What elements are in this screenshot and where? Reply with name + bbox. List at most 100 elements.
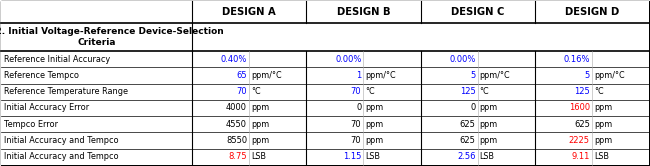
Text: 1.15: 1.15 bbox=[343, 152, 361, 161]
Text: ppm: ppm bbox=[594, 120, 612, 129]
Text: 70: 70 bbox=[351, 136, 361, 145]
Text: ppm: ppm bbox=[594, 136, 612, 145]
Text: ppm: ppm bbox=[365, 136, 383, 145]
Bar bbox=[535, 116, 592, 132]
Bar bbox=[535, 83, 592, 100]
Bar bbox=[1, 116, 192, 132]
Text: LSB: LSB bbox=[251, 152, 266, 161]
Text: Initial Accuracy and Tempco: Initial Accuracy and Tempco bbox=[4, 152, 118, 161]
Bar bbox=[478, 100, 535, 116]
Text: 70: 70 bbox=[237, 87, 247, 96]
Text: 9.11: 9.11 bbox=[571, 152, 590, 161]
Text: 5: 5 bbox=[471, 71, 476, 80]
Bar bbox=[1, 67, 192, 83]
Text: DESIGN D: DESIGN D bbox=[565, 7, 619, 17]
Text: 0.16%: 0.16% bbox=[564, 55, 590, 64]
Bar bbox=[192, 149, 249, 165]
Text: 125: 125 bbox=[574, 87, 590, 96]
Text: °C: °C bbox=[365, 87, 375, 96]
Bar bbox=[306, 149, 363, 165]
Bar bbox=[1, 51, 192, 67]
Text: 0.40%: 0.40% bbox=[221, 55, 247, 64]
Bar bbox=[592, 116, 649, 132]
Text: 125: 125 bbox=[460, 87, 476, 96]
Text: 4000: 4000 bbox=[226, 103, 247, 113]
Bar bbox=[421, 83, 478, 100]
Bar bbox=[478, 132, 535, 149]
Bar bbox=[363, 132, 421, 149]
Bar bbox=[306, 83, 363, 100]
Text: °C: °C bbox=[594, 87, 603, 96]
Bar bbox=[592, 51, 649, 67]
Bar bbox=[535, 132, 592, 149]
Bar bbox=[363, 116, 421, 132]
Bar bbox=[421, 1, 535, 23]
Text: 0.00%: 0.00% bbox=[449, 55, 476, 64]
Text: ppm: ppm bbox=[365, 120, 383, 129]
Bar bbox=[249, 51, 306, 67]
Text: 8.75: 8.75 bbox=[229, 152, 247, 161]
Bar bbox=[421, 23, 535, 51]
Text: ppm/°C: ppm/°C bbox=[594, 71, 625, 80]
Bar bbox=[192, 51, 249, 67]
Bar bbox=[306, 23, 421, 51]
Text: ppm: ppm bbox=[365, 103, 383, 113]
Text: 1600: 1600 bbox=[569, 103, 590, 113]
Bar bbox=[421, 149, 478, 165]
Text: LSB: LSB bbox=[594, 152, 609, 161]
Bar bbox=[249, 83, 306, 100]
Bar bbox=[1, 23, 192, 51]
Bar bbox=[421, 132, 478, 149]
Bar bbox=[478, 51, 535, 67]
Bar bbox=[192, 116, 249, 132]
Bar bbox=[363, 83, 421, 100]
Bar bbox=[421, 51, 478, 67]
Text: ppm: ppm bbox=[480, 136, 498, 145]
Bar bbox=[592, 100, 649, 116]
Bar bbox=[1, 83, 192, 100]
Bar bbox=[306, 1, 421, 23]
Text: LSB: LSB bbox=[480, 152, 495, 161]
Bar bbox=[478, 149, 535, 165]
Text: DESIGN B: DESIGN B bbox=[337, 7, 390, 17]
Bar bbox=[535, 23, 649, 51]
Text: Initial Accuracy Error: Initial Accuracy Error bbox=[4, 103, 89, 113]
Text: 0: 0 bbox=[471, 103, 476, 113]
Text: 1: 1 bbox=[356, 71, 361, 80]
Text: DESIGN C: DESIGN C bbox=[451, 7, 504, 17]
Bar bbox=[192, 132, 249, 149]
Bar bbox=[421, 116, 478, 132]
Text: ppm: ppm bbox=[251, 103, 269, 113]
Text: ppm: ppm bbox=[251, 136, 269, 145]
Text: ppm: ppm bbox=[251, 120, 269, 129]
Bar bbox=[249, 116, 306, 132]
Bar bbox=[192, 83, 249, 100]
Text: °C: °C bbox=[480, 87, 489, 96]
Bar bbox=[363, 51, 421, 67]
Bar bbox=[421, 100, 478, 116]
Bar bbox=[192, 1, 306, 23]
Text: LSB: LSB bbox=[365, 152, 380, 161]
Text: Tempco Error: Tempco Error bbox=[4, 120, 58, 129]
Bar bbox=[363, 67, 421, 83]
Bar bbox=[592, 132, 649, 149]
Bar bbox=[306, 51, 363, 67]
Text: 70: 70 bbox=[351, 87, 361, 96]
Bar bbox=[249, 67, 306, 83]
Bar bbox=[535, 67, 592, 83]
Text: ppm: ppm bbox=[480, 120, 498, 129]
Text: 625: 625 bbox=[460, 120, 476, 129]
Bar bbox=[592, 67, 649, 83]
Text: DESIGN A: DESIGN A bbox=[222, 7, 276, 17]
Text: ppm/°C: ppm/°C bbox=[480, 71, 510, 80]
Bar bbox=[535, 149, 592, 165]
Bar bbox=[421, 67, 478, 83]
Bar bbox=[192, 100, 249, 116]
Bar bbox=[535, 1, 649, 23]
Bar bbox=[1, 149, 192, 165]
Text: 2225: 2225 bbox=[569, 136, 590, 145]
Bar bbox=[592, 149, 649, 165]
Bar bbox=[478, 116, 535, 132]
Text: Step 2. Initial Voltage-Reference Device-Selection
Criteria: Step 2. Initial Voltage-Reference Device… bbox=[0, 27, 224, 47]
Text: 5: 5 bbox=[584, 71, 590, 80]
